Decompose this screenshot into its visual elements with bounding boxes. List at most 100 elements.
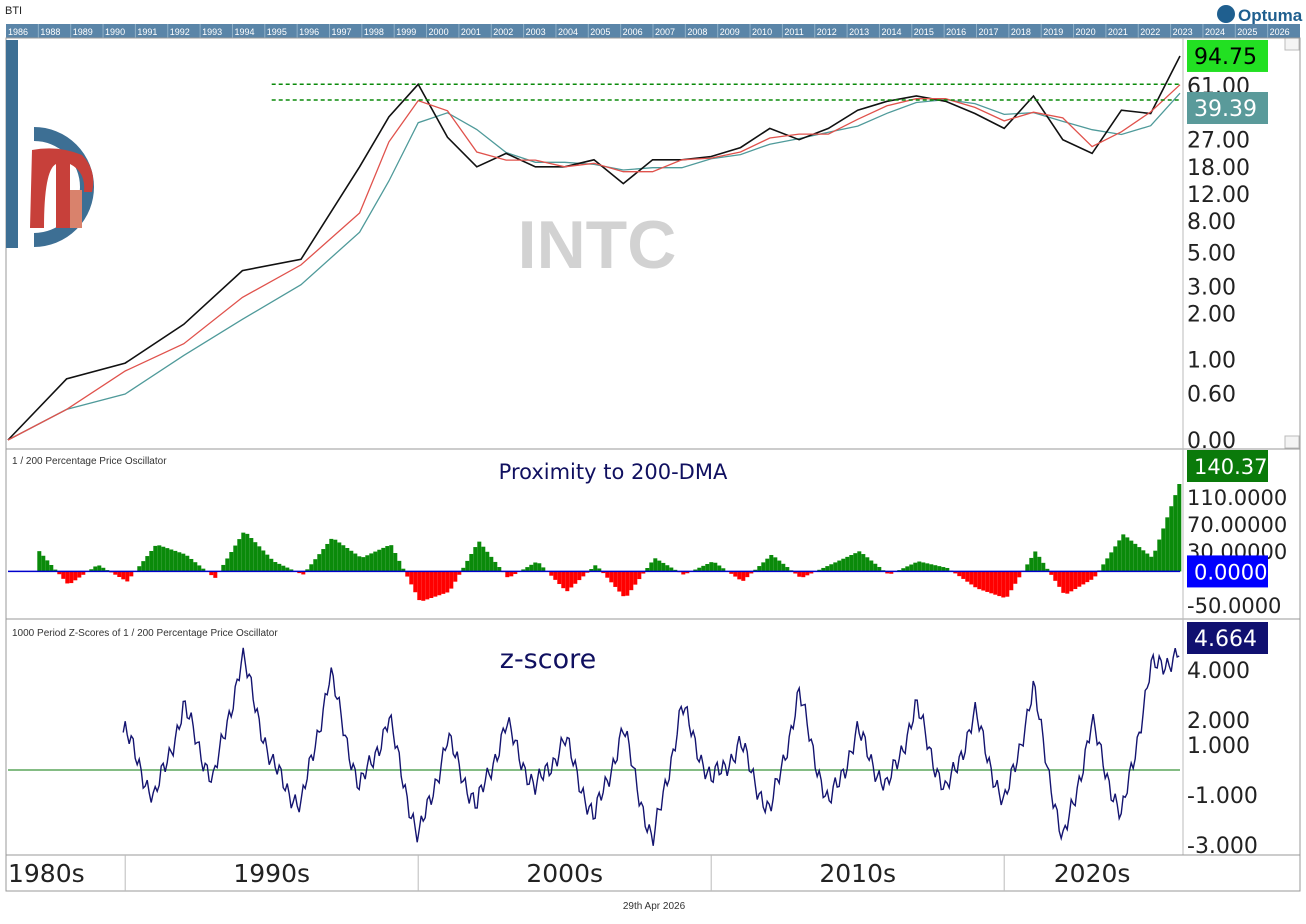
- oscillator-negative-bar: [889, 571, 894, 574]
- oscillator-positive-bar: [1109, 552, 1114, 572]
- year-strip-label: 2007: [655, 27, 675, 37]
- oscillator-positive-bar: [41, 555, 46, 572]
- year-strip-label: 2000: [429, 27, 449, 37]
- oscillator-positive-bar: [177, 552, 182, 572]
- year-strip-label: 2013: [849, 27, 869, 37]
- oscillator-negative-bar: [417, 571, 422, 601]
- oscillator-negative-bar: [73, 571, 78, 581]
- year-strip-label: 2020: [1076, 27, 1096, 37]
- price-axis-tick-label: 12.00: [1187, 183, 1250, 208]
- oscillator-positive-bar: [529, 564, 534, 572]
- oscillator-positive-bar: [165, 548, 170, 572]
- oscillator-positive-bar: [901, 568, 906, 572]
- oscillator-negative-bar: [449, 571, 454, 589]
- oscillator-positive-bar: [169, 549, 174, 572]
- logo-mark: [30, 148, 94, 228]
- scroll-down-button[interactable]: [1284, 435, 1300, 449]
- oscillator-positive-bar: [1145, 553, 1150, 572]
- oscillator-positive-bar: [833, 562, 838, 572]
- watermark-logo: [6, 40, 94, 248]
- year-strip-label: 2023: [1173, 27, 1193, 37]
- year-strip-label: 2005: [590, 27, 610, 37]
- oscillator-negative-bar: [557, 571, 562, 585]
- oscillator-zero-badge: 0.00000: [1194, 560, 1281, 584]
- oscillator-positive-bar: [1025, 564, 1030, 572]
- oscillator-positive-bar: [149, 550, 154, 572]
- zscore-axis-tick-label: 4.000: [1187, 659, 1250, 684]
- oscillator-negative-bar: [793, 571, 798, 574]
- oscillator-positive-bar: [37, 551, 42, 572]
- ticker-watermark: INTC: [518, 207, 677, 283]
- year-strip-label: 2004: [558, 27, 578, 37]
- optuma-logo: Optuma: [1217, 5, 1303, 25]
- oscillator-positive-bar: [197, 565, 202, 572]
- oscillator-positive-bar: [753, 569, 758, 572]
- decade-label: 1990s: [233, 859, 310, 888]
- year-strip-label: 1992: [170, 27, 190, 37]
- oscillator-positive-bar: [777, 560, 782, 572]
- year-strip-labels: 1986 1988 1989 1990 1991 1992 1993 1994 1995 1996…: [8, 24, 1290, 38]
- price-axis-tick-label: 8.00: [1187, 210, 1236, 235]
- oscillator-zero-badge-bg: [1187, 555, 1268, 588]
- oscillator-negative-bar: [1073, 571, 1078, 590]
- oscillator-positive-bar: [393, 553, 398, 572]
- oscillator-positive-bar: [697, 567, 702, 572]
- oscillator-negative-bar: [421, 571, 426, 601]
- oscillator-positive-bar: [389, 545, 394, 572]
- oscillator-negative-bar: [965, 571, 970, 582]
- zscore-layer: [8, 647, 1180, 846]
- oscillator-positive-bar: [273, 562, 278, 572]
- year-strip-label: 1996: [299, 27, 319, 37]
- oscillator-positive-bar: [1113, 546, 1118, 572]
- decade-label: 2020s: [1054, 859, 1131, 888]
- oscillator-negative-bar: [957, 571, 962, 577]
- oscillator-positive-bar: [381, 547, 386, 572]
- zscore-value-badge-bg: [1187, 622, 1268, 654]
- oscillator-negative-bar: [441, 571, 446, 594]
- zscore-axis-tick-label: 2.000: [1187, 709, 1250, 734]
- oscillator-positive-bar: [49, 564, 54, 572]
- oscillator-positive-bar: [1177, 484, 1182, 572]
- price-axis-tick-label: 18.00: [1187, 156, 1250, 181]
- oscillator-positive-bar: [345, 548, 350, 572]
- oscillator-positive-bar: [521, 569, 526, 572]
- oscillator-positive-bar: [325, 543, 330, 572]
- oscillator-positive-bar: [649, 562, 654, 572]
- year-strip-label: 1991: [137, 27, 157, 37]
- oscillator-positive-bar: [653, 558, 658, 572]
- oscillator-positive-bar: [1125, 537, 1130, 572]
- oscillator-positive-bar: [845, 556, 850, 572]
- zscore-axis-tick-label: -1.000: [1187, 784, 1258, 809]
- oscillator-positive-bar: [305, 569, 310, 572]
- oscillator-negative-bar: [577, 571, 582, 581]
- zscore-line: [122, 647, 1180, 846]
- oscillator-negative-bar: [749, 571, 754, 574]
- scroll-up-button[interactable]: [1284, 37, 1300, 51]
- oscillator-positive-bar: [1129, 540, 1134, 572]
- oscillator-positive-bar: [937, 566, 942, 572]
- oscillator-positive-bar: [1029, 557, 1034, 572]
- oscillator-positive-bar: [173, 550, 178, 572]
- oscillator-negative-bar: [961, 571, 966, 579]
- oscillator-positive-bar: [849, 555, 854, 572]
- oscillator-negative-bar: [797, 571, 802, 577]
- oscillator-positive-bar: [1137, 547, 1142, 572]
- oscillator-negative-bar: [513, 571, 518, 575]
- year-strip-label: 2025: [1237, 27, 1257, 37]
- oscillator-axis-tick-label: -50.0000: [1187, 594, 1281, 618]
- oscillator-negative-bar: [1093, 571, 1098, 577]
- oscillator-negative-bar: [633, 571, 638, 585]
- oscillator-positive-bar: [645, 568, 650, 572]
- price-axis-tick-label: 2.00: [1187, 302, 1236, 327]
- oscillator-positive-bar: [909, 564, 914, 572]
- oscillator-positive-bar: [853, 553, 858, 572]
- zscore-value-badge: 4.664: [1194, 627, 1257, 652]
- year-strip-label: 1986: [8, 27, 28, 37]
- year-strip-label: 1993: [202, 27, 222, 37]
- oscillator-positive-bar: [929, 564, 934, 572]
- oscillator-positive-bar: [1165, 517, 1170, 572]
- year-strip-label: 1998: [364, 27, 384, 37]
- oscillator-negative-bar: [569, 571, 574, 588]
- oscillator-positive-bar: [945, 567, 950, 572]
- oscillator-negative-bar: [301, 571, 306, 575]
